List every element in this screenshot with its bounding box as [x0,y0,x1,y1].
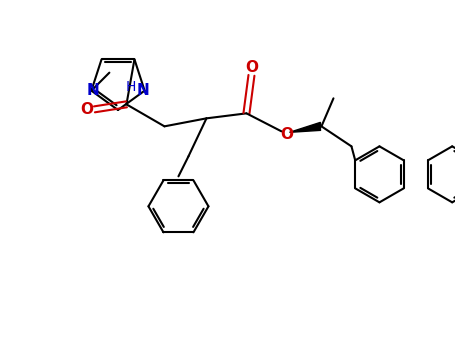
Text: N: N [87,83,100,98]
Text: H: H [126,80,136,94]
Text: O: O [280,127,293,142]
Polygon shape [289,122,320,132]
Text: O: O [80,102,93,117]
Text: N: N [136,83,149,98]
Text: O: O [245,60,258,75]
